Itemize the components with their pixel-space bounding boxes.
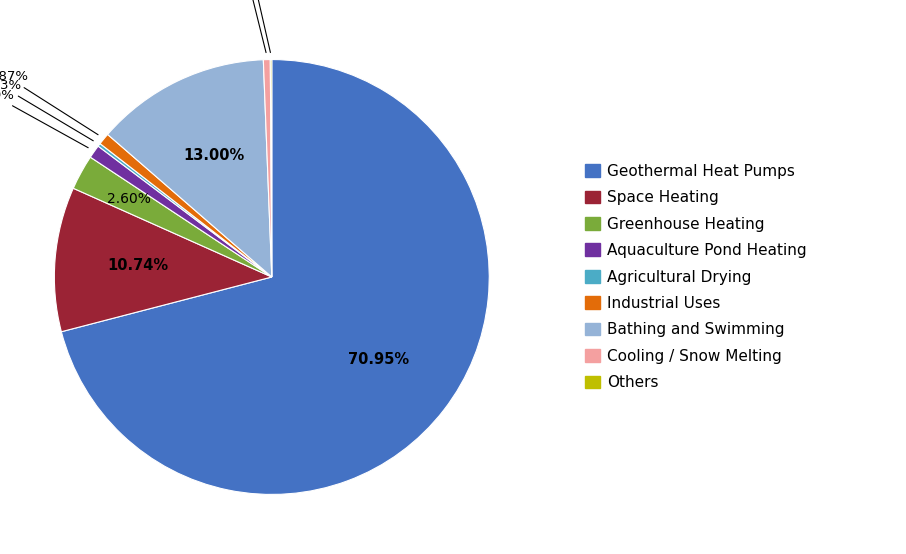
Wedge shape bbox=[108, 60, 272, 277]
Text: 70.95%: 70.95% bbox=[348, 352, 409, 367]
Wedge shape bbox=[54, 188, 272, 332]
Text: 13.00%: 13.00% bbox=[183, 148, 244, 163]
Text: 0.51%: 0.51% bbox=[223, 0, 266, 53]
Legend: Geothermal Heat Pumps, Space Heating, Greenhouse Heating, Aquaculture Pond Heati: Geothermal Heat Pumps, Space Heating, Gr… bbox=[578, 157, 814, 397]
Text: 0.99%: 0.99% bbox=[0, 89, 88, 148]
Wedge shape bbox=[91, 146, 272, 277]
Text: 10.74%: 10.74% bbox=[107, 258, 168, 273]
Wedge shape bbox=[264, 60, 272, 277]
Wedge shape bbox=[73, 157, 272, 277]
Wedge shape bbox=[270, 60, 272, 277]
Wedge shape bbox=[62, 60, 489, 494]
Text: 0.23%: 0.23% bbox=[0, 79, 93, 141]
Text: 0.11%: 0.11% bbox=[228, 0, 271, 53]
Wedge shape bbox=[98, 143, 272, 277]
Wedge shape bbox=[100, 135, 272, 277]
Text: 0.87%: 0.87% bbox=[0, 70, 98, 135]
Text: 2.60%: 2.60% bbox=[107, 192, 150, 206]
